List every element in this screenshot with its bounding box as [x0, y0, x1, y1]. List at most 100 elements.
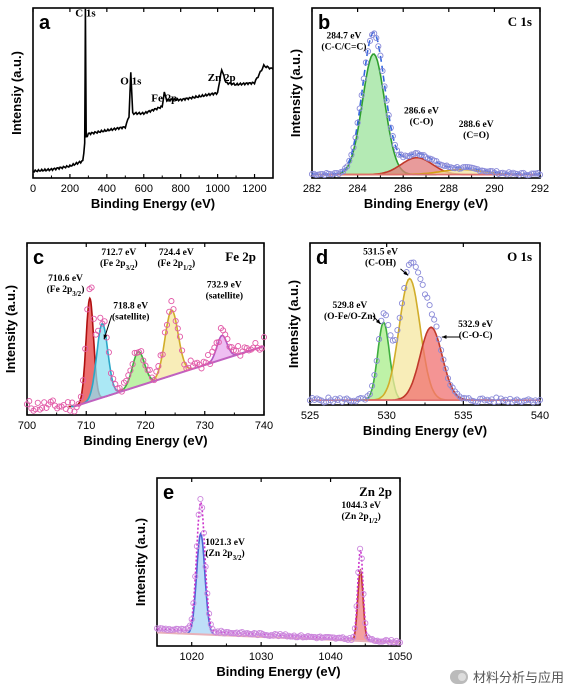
raw-data-point — [408, 151, 415, 158]
raw-data-point — [75, 400, 82, 407]
peak-fill-4 — [193, 335, 251, 369]
raw-data-point — [107, 370, 115, 377]
raw-data-point — [371, 371, 378, 379]
raw-data-point — [389, 133, 396, 140]
peak-assignment: (C=O) — [463, 130, 489, 141]
x-tick-label: 400 — [98, 183, 116, 195]
x-tick-label: 540 — [531, 410, 549, 422]
raw-data-point — [344, 636, 351, 643]
raw-data-point — [433, 323, 440, 330]
raw-data-point — [193, 543, 200, 550]
raw-data-point — [202, 563, 209, 570]
peak-label: 286.6 eV (C-O) — [404, 106, 439, 127]
subscript-rest: ) — [135, 258, 138, 269]
raw-data-point — [398, 300, 406, 307]
raw-data-point — [321, 172, 328, 179]
raw-data-point — [417, 275, 424, 283]
peak-label: O 1s — [120, 76, 142, 88]
raw-data-point — [357, 545, 364, 552]
x-tick-label: 286 — [394, 183, 412, 195]
peak-fill-1 — [350, 278, 469, 401]
plot-frame — [32, 7, 274, 179]
x-axis-label: Binding Energy (eV) — [363, 423, 487, 438]
peak-label: 732.9 eV (satellite) — [206, 281, 243, 302]
raw-data-point — [88, 284, 95, 291]
raw-data-point — [385, 112, 392, 119]
raw-data-point — [472, 398, 479, 405]
raw-data-point — [176, 333, 184, 340]
peak-fill-2 — [104, 351, 173, 397]
subscript-rest: ) — [242, 548, 245, 559]
raw-data-point — [26, 398, 33, 405]
peak-energy: 531.5 eV — [363, 247, 398, 257]
raw-data-point — [84, 306, 91, 313]
peak-fill-0 — [68, 298, 112, 407]
panel-e: 1020 1030 1040 1050 Binding Energy (eV) Inten… — [133, 477, 412, 679]
raw-data-point — [123, 377, 130, 384]
raw-data-point — [366, 37, 374, 44]
raw-data-point — [377, 638, 384, 645]
raw-data-point — [138, 348, 145, 355]
raw-data-point — [313, 171, 320, 179]
plot-frame — [26, 242, 265, 416]
subscript-rest: ) — [378, 511, 381, 522]
raw-data-point — [365, 635, 372, 642]
peak-energy: 286.6 eV — [404, 106, 439, 116]
x-tick-label: 284 — [348, 183, 366, 195]
raw-data-point — [458, 395, 465, 402]
raw-data-point — [518, 170, 525, 177]
peak-energy: 529.8 eV — [332, 301, 367, 311]
raw-data-point — [442, 365, 449, 372]
raw-data-point — [536, 396, 544, 404]
raw-data-point — [460, 164, 467, 171]
raw-data-point — [536, 171, 544, 178]
raw-data-point — [346, 634, 353, 642]
raw-data-point — [192, 573, 199, 580]
raw-data-point — [292, 634, 299, 641]
peak-fill-0 — [312, 54, 437, 175]
raw-data-point — [369, 382, 376, 389]
raw-data-point — [144, 367, 151, 374]
subscript: 3/2 — [233, 554, 242, 562]
x-tick-label: 290 — [485, 183, 503, 195]
raw-data-point — [358, 92, 365, 99]
x-axis-label: Binding Energy (eV) — [216, 664, 340, 679]
raw-data-point — [419, 281, 426, 288]
peak-assignment: (Fe 2p1/2) — [157, 258, 195, 272]
raw-data-point — [190, 600, 197, 607]
raw-data-point — [354, 119, 361, 126]
raw-data-point — [396, 314, 403, 321]
panel-letter: b — [318, 12, 330, 34]
arrow-head — [441, 335, 447, 339]
raw-data-point — [428, 311, 435, 318]
raw-data-point — [462, 164, 469, 171]
peak-label: 710.6 eV (Fe 2p3/2) — [47, 274, 85, 298]
panel-letter: e — [163, 482, 174, 504]
x-tick-label: 530 — [377, 410, 395, 422]
raw-data-point — [396, 639, 404, 646]
peak-energy: 732.9 eV — [207, 281, 242, 291]
subscript-rest: ) — [192, 258, 195, 269]
raw-data-point — [393, 637, 400, 644]
raw-data-point — [342, 165, 349, 172]
peak-assignment: (satellite) — [112, 311, 149, 322]
plot-frame — [156, 477, 401, 647]
peak-label: 1044.3 eV (Zn 2p1/2) — [341, 501, 381, 525]
panel-title: C 1s — [508, 14, 532, 29]
raw-data-point — [449, 164, 456, 172]
raw-data-point — [503, 171, 510, 178]
raw-data-point — [461, 394, 468, 401]
raw-data-point — [202, 359, 209, 366]
raw-data-point — [351, 625, 358, 632]
raw-data-point — [358, 555, 365, 562]
raw-data-point — [438, 347, 445, 354]
raw-data-point — [161, 329, 168, 336]
raw-data-point — [352, 134, 359, 141]
x-tick-label: 1200 — [242, 183, 266, 195]
raw-data-point — [198, 365, 205, 372]
x-axis-label: Binding Energy (eV) — [91, 196, 215, 211]
raw-data-point — [179, 347, 186, 354]
peak-label: 1021.3 eV (Zn 2p3/2) — [205, 538, 245, 562]
panel-letter: a — [39, 12, 51, 34]
